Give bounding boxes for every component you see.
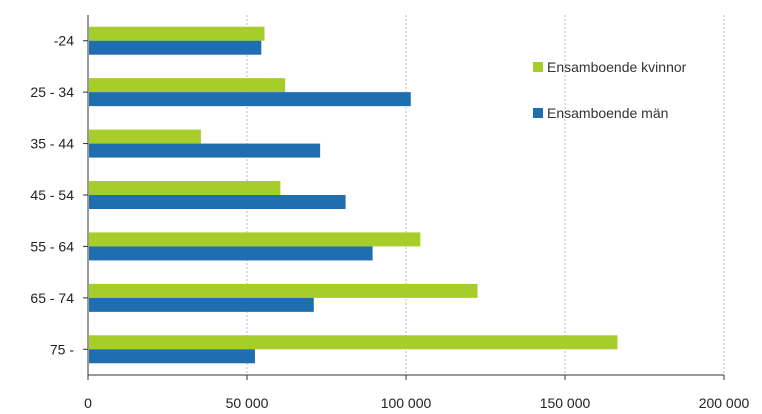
bars: [83, 26, 618, 364]
x-tick-label: 150 000: [540, 395, 591, 411]
bar-kvinnor: [89, 129, 201, 144]
bar-man: [89, 349, 255, 364]
bar-kvinnor: [89, 181, 281, 195]
legend-swatch-man: [533, 108, 543, 118]
bar-kvinnor: [89, 335, 618, 350]
legend-swatch-kvinnor: [533, 62, 543, 72]
x-tick-label: 200 000: [699, 395, 750, 411]
legend-label-kvinnor: Ensamboende kvinnor: [547, 59, 687, 75]
x-tick-label: 50 000: [226, 395, 269, 411]
x-tick-label: 100 000: [381, 395, 432, 411]
bar-kvinnor: [89, 232, 421, 247]
y-tick-label: 25 - 34: [30, 84, 74, 100]
y-tick-label: -24: [54, 33, 74, 49]
y-tick-label: 45 - 54: [30, 187, 74, 203]
x-tick-label: 0: [84, 395, 92, 411]
bar-man: [89, 143, 321, 158]
bar-man: [89, 92, 411, 107]
y-tick-labels: -24 25 - 34 35 - 44 45 - 54 55 - 64 65 - 74 75…: [30, 33, 74, 358]
bar-kvinnor: [89, 283, 478, 298]
y-tick-label: 35 - 44: [30, 136, 74, 152]
bar-kvinnor: [89, 26, 265, 41]
y-tick-label: 55 - 64: [30, 238, 74, 254]
y-tick-label: 65 - 74: [30, 290, 74, 306]
bar-man: [89, 40, 262, 55]
bar-man: [89, 246, 373, 261]
bar-man: [89, 195, 346, 209]
bar-kvinnor: [89, 78, 286, 93]
legend: Ensamboende kvinnor Ensamboende män: [533, 59, 687, 121]
bar-man: [89, 297, 314, 312]
y-tick-label: 75 -: [50, 341, 74, 357]
legend-label-man: Ensamboende män: [547, 105, 668, 121]
x-tick-labels: 0 50 000 100 000 150 000 200 000: [84, 375, 750, 411]
